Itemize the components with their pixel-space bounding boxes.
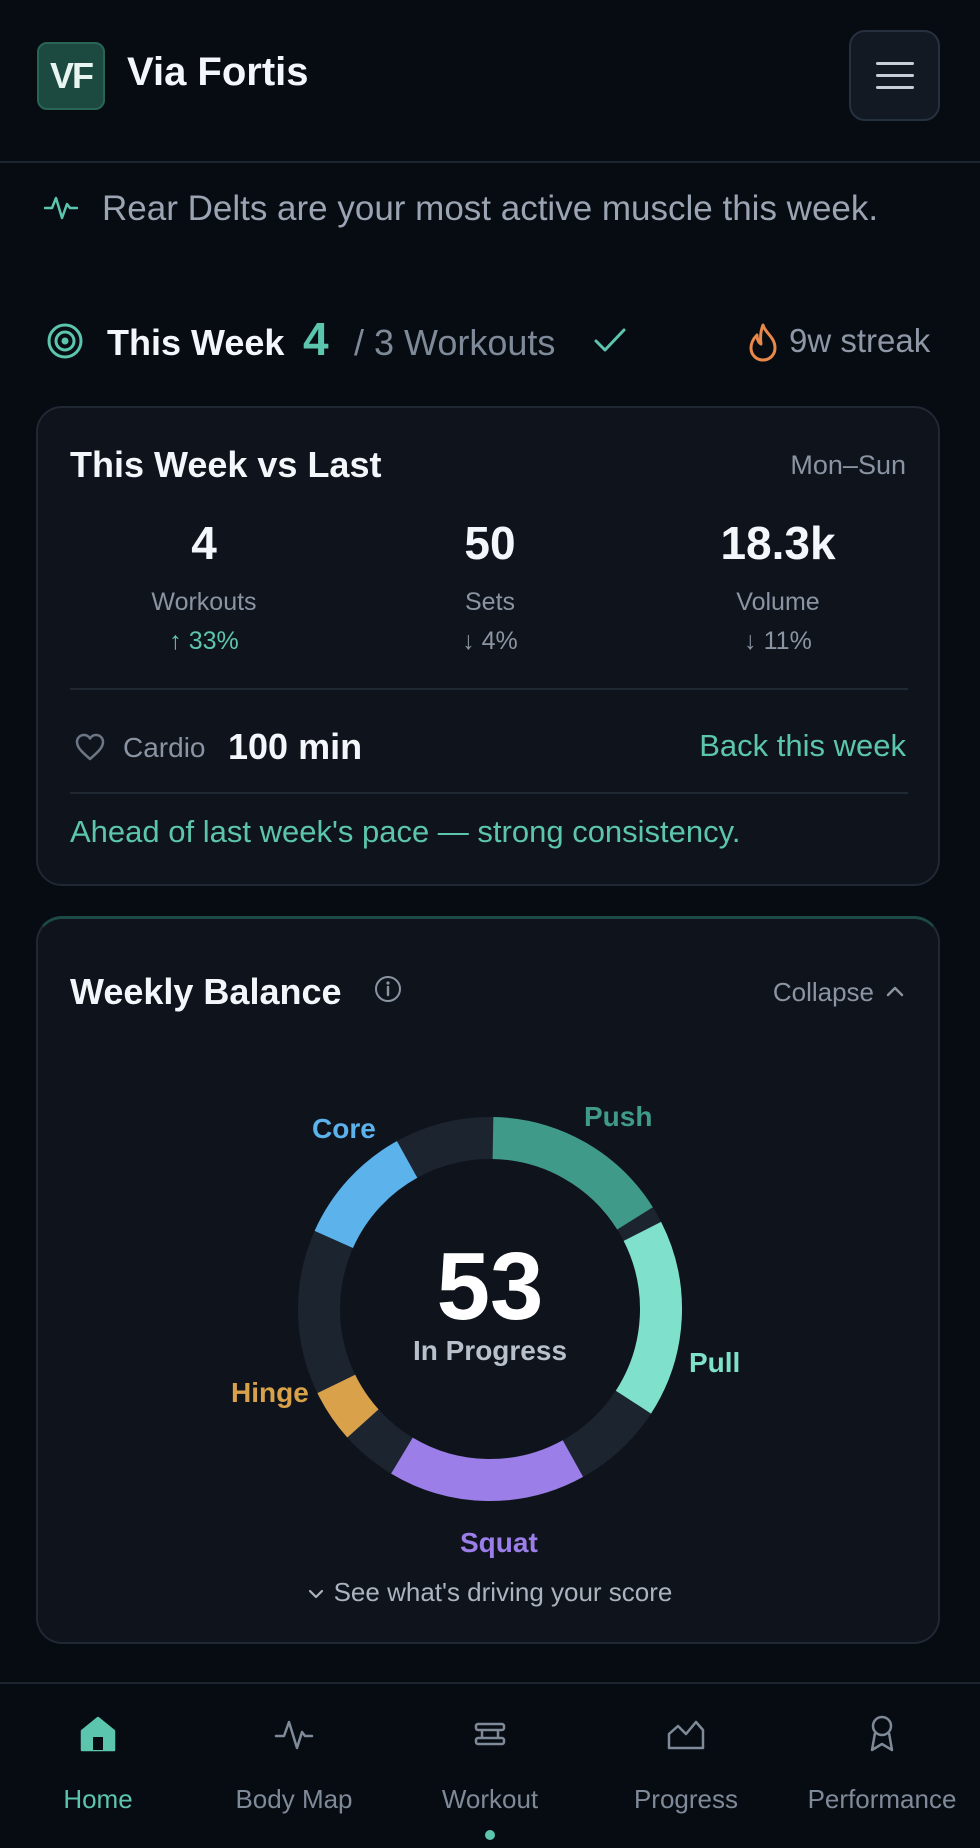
flame-icon [749, 323, 777, 362]
stat-change: ↑ 33% [169, 627, 239, 655]
tab-label: Progress [633, 1784, 739, 1814]
ring-segment-squat [391, 1437, 584, 1501]
tab-label: Workout [441, 1784, 539, 1814]
streak-label: 9w streak [789, 322, 931, 359]
chevron-up-icon [886, 986, 904, 997]
weekly-goal-row: This Week 4 / 3 Workouts 9w streak [0, 312, 980, 372]
week-comparison-card: This Week vs Last Mon–Sun 4 Workouts ↑ 3… [36, 406, 940, 886]
insight-text: Rear Delts are your most active muscle t… [102, 189, 879, 228]
bottom-tab-bar: Home Body Map Workout Progress Performan… [0, 1682, 980, 1846]
back-this-week-link[interactable]: Back this week [699, 728, 906, 763]
cardio-label: Cardio [123, 732, 206, 763]
score-drivers-label: See what's driving your score [333, 1577, 673, 1607]
stat-volume: 18.3k Volume ↓ 11% [648, 516, 908, 656]
week-label: This Week [107, 322, 285, 363]
award-icon [870, 1715, 894, 1752]
home-icon [80, 1716, 116, 1752]
card-title: This Week vs Last [70, 444, 382, 485]
info-icon[interactable] [374, 975, 402, 1003]
stat-workouts: 4 Workouts ↑ 33% [74, 516, 334, 656]
tab-home[interactable]: Home [0, 1684, 196, 1848]
score-status: In Progress [412, 1335, 568, 1366]
stat-value: 4 [191, 517, 217, 569]
pace-note: Ahead of last week's pace — strong consi… [70, 814, 741, 849]
hamburger-icon [875, 62, 914, 65]
card-title: Weekly Balance [70, 971, 342, 1012]
app-header: VF Via Fortis [0, 0, 980, 163]
tab-progress[interactable]: Progress [588, 1684, 784, 1848]
divider [70, 688, 908, 690]
segment-label-core: Core [312, 1113, 376, 1144]
tab-label: Body Map [235, 1784, 353, 1814]
tab-body-map[interactable]: Body Map [196, 1684, 392, 1848]
dumbbell-icon [474, 1722, 506, 1746]
ring-segment-core [314, 1141, 418, 1249]
ring-segment-push [492, 1117, 653, 1230]
heart-icon [75, 733, 105, 761]
stat-label: Workouts [151, 588, 257, 616]
segment-label-squat: Squat [460, 1527, 538, 1558]
ring-segment-hinge [317, 1374, 379, 1438]
score-drivers-toggle[interactable]: See what's driving your score [38, 1577, 942, 1608]
workout-goal: / 3 Workouts [354, 322, 556, 363]
chevron-down-icon [308, 1590, 323, 1599]
tab-performance[interactable]: Performance [784, 1684, 980, 1848]
ring-segment-pull [615, 1221, 682, 1414]
workout-count: 4 [303, 313, 329, 365]
collapse-button[interactable]: Collapse [772, 977, 874, 1007]
cardio-value: 100 min [228, 726, 363, 767]
date-range: Mon–Sun [790, 450, 906, 480]
target-icon [47, 323, 83, 359]
check-icon [594, 328, 626, 352]
segment-label-hinge: Hinge [231, 1377, 309, 1408]
activity-icon [44, 196, 78, 220]
menu-button[interactable] [849, 30, 940, 121]
stat-value: 50 [464, 517, 516, 569]
weekly-balance-card: Weekly Balance Collapse 53 In Progress P… [36, 916, 940, 1644]
pulse-icon [274, 1720, 314, 1750]
divider [70, 792, 908, 794]
tab-label: Home [63, 1784, 133, 1814]
stat-change: ↓ 4% [462, 627, 518, 655]
stat-value: 18.3k [720, 517, 836, 569]
stat-change: ↓ 11% [744, 627, 812, 655]
segment-label-pull: Pull [689, 1347, 741, 1378]
tab-label: Performance [807, 1784, 957, 1814]
app-logo[interactable]: VF [37, 42, 105, 110]
stat-label: Sets [464, 588, 516, 616]
stat-label: Volume [736, 588, 820, 616]
segment-label-push: Push [584, 1101, 653, 1132]
balance-score: 53 [436, 1233, 544, 1340]
balance-ring [298, 1117, 682, 1501]
active-indicator-dot [485, 1830, 495, 1840]
stat-sets: 50 Sets ↓ 4% [360, 516, 620, 656]
tab-workout[interactable]: Workout [392, 1684, 588, 1848]
chart-icon [667, 1720, 705, 1750]
app-title: Via Fortis [127, 50, 309, 94]
